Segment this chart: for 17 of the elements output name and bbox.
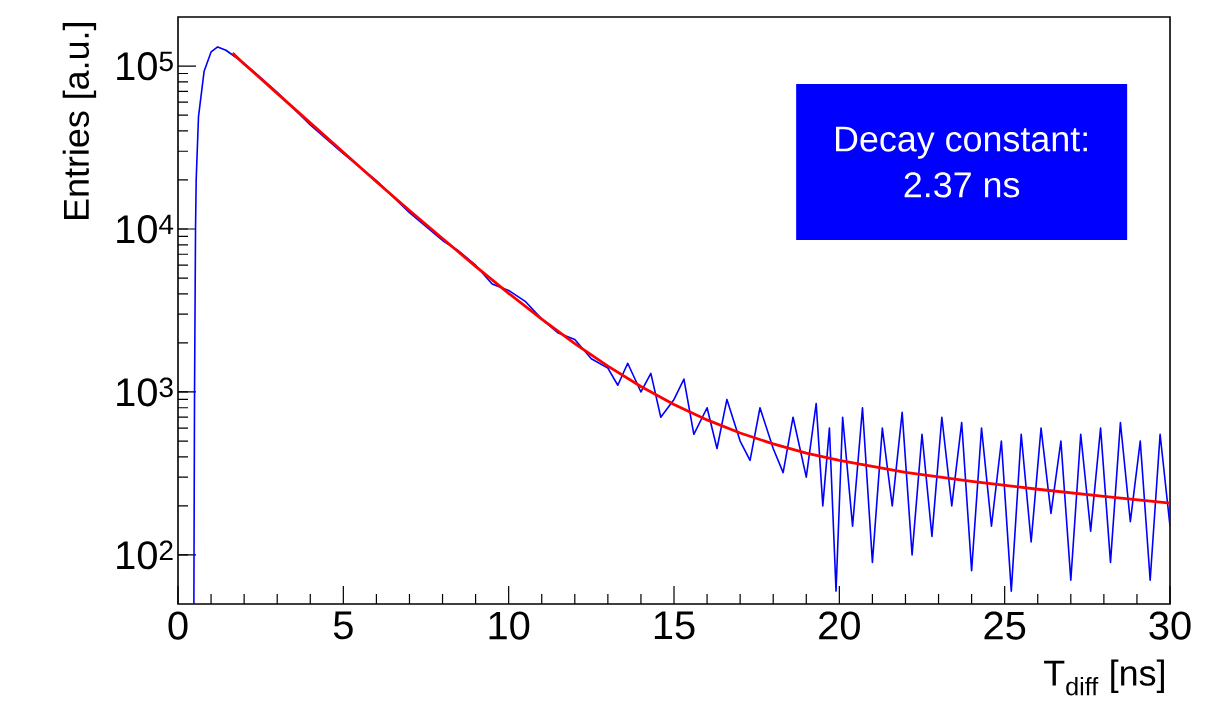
- annotation: 2.37 ns: [904, 172, 1020, 198]
- x-axis-title: T$_{diff}$ [ns]: [1044, 659, 1164, 696]
- x-tick-label: 5: [333, 611, 353, 640]
- x-tick-label: 10: [489, 611, 530, 640]
- y-tick-label: 10$^{2}$: [117, 540, 173, 570]
- line-series: [193, 46, 1171, 604]
- x-tick-label: 0: [168, 611, 188, 640]
- line-series: [231, 51, 1171, 505]
- x-tick-label: 15: [654, 611, 695, 640]
- y-tick-label: 10$^{4}$: [117, 214, 174, 244]
- y-tick-label: 10$^{5}$: [117, 51, 173, 81]
- x-tick-label: 30: [1149, 611, 1191, 640]
- annotation: Decay constant:: [836, 126, 1087, 159]
- x-tick-label: 20: [819, 611, 860, 640]
- x-tick-label: 25: [984, 611, 1026, 640]
- y-axis-title: Entries [a.u.]: [62, 23, 97, 219]
- y-tick-label: 10$^{3}$: [117, 377, 173, 407]
